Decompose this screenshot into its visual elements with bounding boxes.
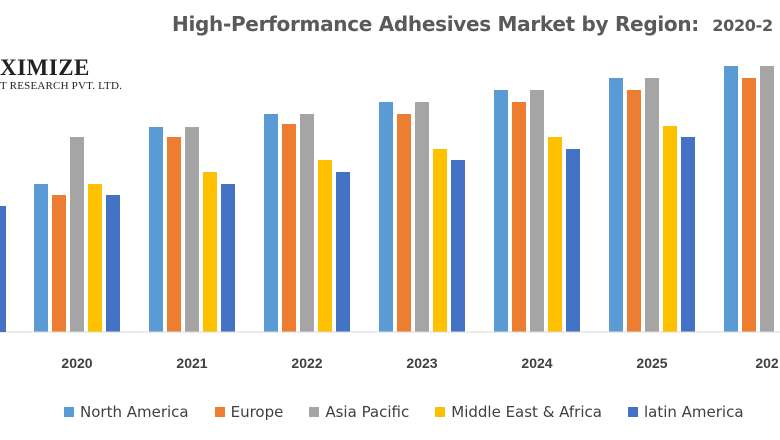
bar-2023-middle-east-africa <box>433 149 447 332</box>
legend: North America Europe Asia Pacific Middle Ea… <box>64 403 770 421</box>
legend-label: Asia Pacific <box>325 403 410 421</box>
x-tick-label: 202 <box>755 355 779 371</box>
bar-202-europe <box>742 78 756 332</box>
bar-2020-europe <box>52 195 66 332</box>
bar-2024-north-america <box>494 90 508 332</box>
chart-title: High-Performance Adhesives Market by Reg… <box>172 12 773 36</box>
legend-item: latin America <box>627 403 744 421</box>
legend-swatch <box>214 407 225 417</box>
legend-item: Asia Pacific <box>309 403 409 421</box>
bar-2025-north-america <box>609 78 623 332</box>
x-tick-label: 2024 <box>521 355 552 371</box>
legend-label: Europe <box>230 403 284 421</box>
logo-subtitle: T RESEARCH PVT. LTD. <box>0 80 123 92</box>
x-tick-label: 2021 <box>176 355 207 371</box>
bar-2020-middle-east-africa <box>88 184 102 332</box>
legend-label: latin America <box>643 403 744 421</box>
x-tick-label: 2023 <box>406 355 437 371</box>
legend-label: Middle East & Africa <box>451 403 602 421</box>
chart-title-suffix: 2020-2 <box>712 16 773 35</box>
bar-2025-asia-pacific <box>645 78 659 332</box>
chart-title-main: High-Performance Adhesives Market by Reg… <box>172 12 699 36</box>
bar-2023-europe <box>397 114 411 332</box>
bar-2025-middle-east-africa <box>663 126 677 332</box>
x-tick-label: 2025 <box>636 355 667 371</box>
bar-2020-latin-america <box>106 195 120 332</box>
legend-swatch <box>64 407 74 417</box>
legend-item: North America <box>64 403 189 421</box>
bar-2021-latin-america <box>221 184 235 332</box>
bar-2024-europe <box>512 102 526 332</box>
bar-2025-latin-america <box>681 137 695 332</box>
logo: XIMIZE T RESEARCH PVT. LTD. <box>0 56 122 93</box>
logo-brand: XIMIZE <box>0 55 90 80</box>
bar-2023-asia-pacific <box>415 102 429 332</box>
bar-2022-middle-east-africa <box>318 160 332 332</box>
bar-2024-latin-america <box>566 149 580 332</box>
bar-2020-asia-pacific <box>70 137 84 332</box>
x-tick-label: 2022 <box>291 355 322 371</box>
bar-2024-middle-east-africa <box>548 137 562 332</box>
legend-swatch <box>627 407 638 417</box>
bar-2025-europe <box>627 90 641 332</box>
legend-swatch <box>309 407 320 417</box>
legend-label: North America <box>80 403 189 421</box>
bar-2024-asia-pacific <box>530 90 544 332</box>
x-tick-label: 2020 <box>61 355 92 371</box>
bar-202-north-america <box>724 66 738 332</box>
legend-item: Europe <box>214 403 284 421</box>
bars-group <box>34 66 774 332</box>
bar-2021-europe <box>167 137 181 332</box>
bar-2021-north-america <box>149 127 163 332</box>
legend-swatch <box>435 407 446 417</box>
bar-2022-north-america <box>264 114 278 332</box>
bar-2020-north-america <box>34 184 48 332</box>
bar-2021-asia-pacific <box>185 127 199 332</box>
bar-2023-latin-america <box>451 160 465 332</box>
bar-2022-europe <box>282 124 296 332</box>
bar-2022-asia-pacific <box>300 114 314 332</box>
bar-202-asia-pacific <box>760 66 774 332</box>
bar-2021-middle-east-africa <box>203 172 217 332</box>
x-tick-labels: 2020 2021 2022 2023 2024 2025 202 <box>61 355 778 371</box>
bar-2023-north-america <box>379 102 393 332</box>
bar-2022-latin-america <box>336 172 350 332</box>
legend-item: Middle East & Africa <box>435 403 602 421</box>
left-cut-bar <box>0 206 6 332</box>
